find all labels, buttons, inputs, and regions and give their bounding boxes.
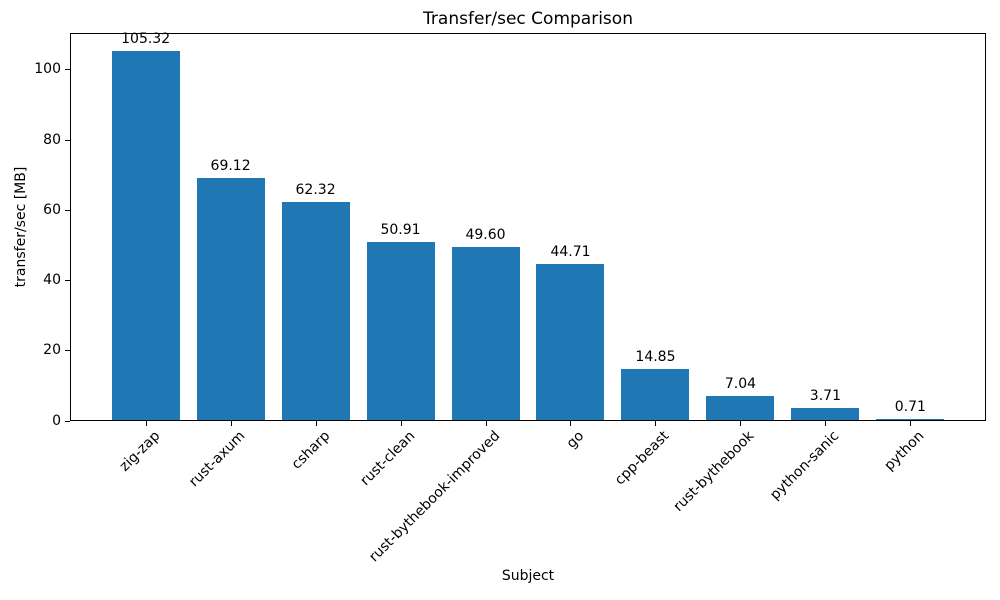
y-tick-label: 40 bbox=[43, 272, 61, 289]
x-axis-tick bbox=[570, 421, 572, 426]
x-axis-tick bbox=[485, 421, 487, 426]
y-axis-tick bbox=[65, 280, 70, 282]
bar bbox=[196, 178, 265, 421]
y-axis-label: transfer/sec [MB] bbox=[13, 166, 29, 288]
bar-value-label: 50.91 bbox=[380, 222, 421, 239]
x-tick-label: csharp bbox=[288, 428, 333, 473]
bar-value-label: 14.85 bbox=[635, 348, 676, 365]
plot-area bbox=[70, 33, 986, 421]
x-axis-label: Subject bbox=[501, 568, 555, 584]
x-tick-label: go bbox=[564, 428, 588, 452]
x-axis-tick bbox=[145, 421, 147, 426]
bar-value-label: 69.12 bbox=[210, 158, 251, 175]
x-tick-label: python-sanic bbox=[767, 428, 843, 504]
y-axis-tick bbox=[65, 139, 70, 141]
x-axis-tick bbox=[400, 421, 402, 426]
x-axis-tick bbox=[655, 421, 657, 426]
x-tick-label: cpp-beast bbox=[612, 428, 673, 489]
x-axis-tick bbox=[230, 421, 232, 426]
bar-value-label: 62.32 bbox=[295, 182, 336, 199]
bar-value-label: 3.71 bbox=[809, 387, 841, 404]
chart-title: Transfer/sec Comparison bbox=[423, 9, 633, 29]
bar bbox=[366, 242, 435, 421]
bar-value-label: 7.04 bbox=[724, 376, 757, 393]
x-axis-tick bbox=[740, 421, 742, 426]
y-axis-tick bbox=[65, 420, 70, 422]
bar bbox=[451, 246, 520, 421]
x-axis-tick bbox=[315, 421, 317, 426]
y-tick-label: 60 bbox=[43, 201, 61, 218]
bar bbox=[706, 396, 775, 421]
x-tick-label: rust-bythebook bbox=[670, 428, 758, 515]
y-tick-label: 100 bbox=[34, 61, 61, 78]
bar bbox=[791, 407, 860, 421]
x-tick-label: python bbox=[881, 428, 928, 474]
bar-value-label: 105.32 bbox=[121, 31, 171, 48]
y-tick-label: 80 bbox=[43, 131, 61, 148]
x-axis-tick bbox=[910, 421, 912, 426]
bar bbox=[281, 202, 350, 421]
y-tick-label: 20 bbox=[43, 342, 61, 359]
x-tick-label: rust-clean bbox=[356, 428, 418, 489]
y-axis-tick bbox=[65, 350, 70, 352]
bar bbox=[621, 368, 690, 421]
bar-value-label: 0.71 bbox=[894, 398, 926, 415]
x-axis-tick bbox=[825, 421, 827, 426]
bar bbox=[536, 264, 605, 421]
y-tick-label: 0 bbox=[52, 412, 61, 429]
x-tick-label: zig-zap bbox=[116, 428, 163, 475]
y-axis-tick bbox=[65, 209, 70, 211]
y-axis-tick bbox=[65, 69, 70, 71]
bar bbox=[111, 51, 180, 421]
bar-value-label: 49.60 bbox=[465, 226, 506, 243]
bar-value-label: 44.71 bbox=[550, 244, 591, 260]
bar bbox=[876, 418, 945, 421]
x-tick-label: rust-axum bbox=[185, 428, 248, 491]
